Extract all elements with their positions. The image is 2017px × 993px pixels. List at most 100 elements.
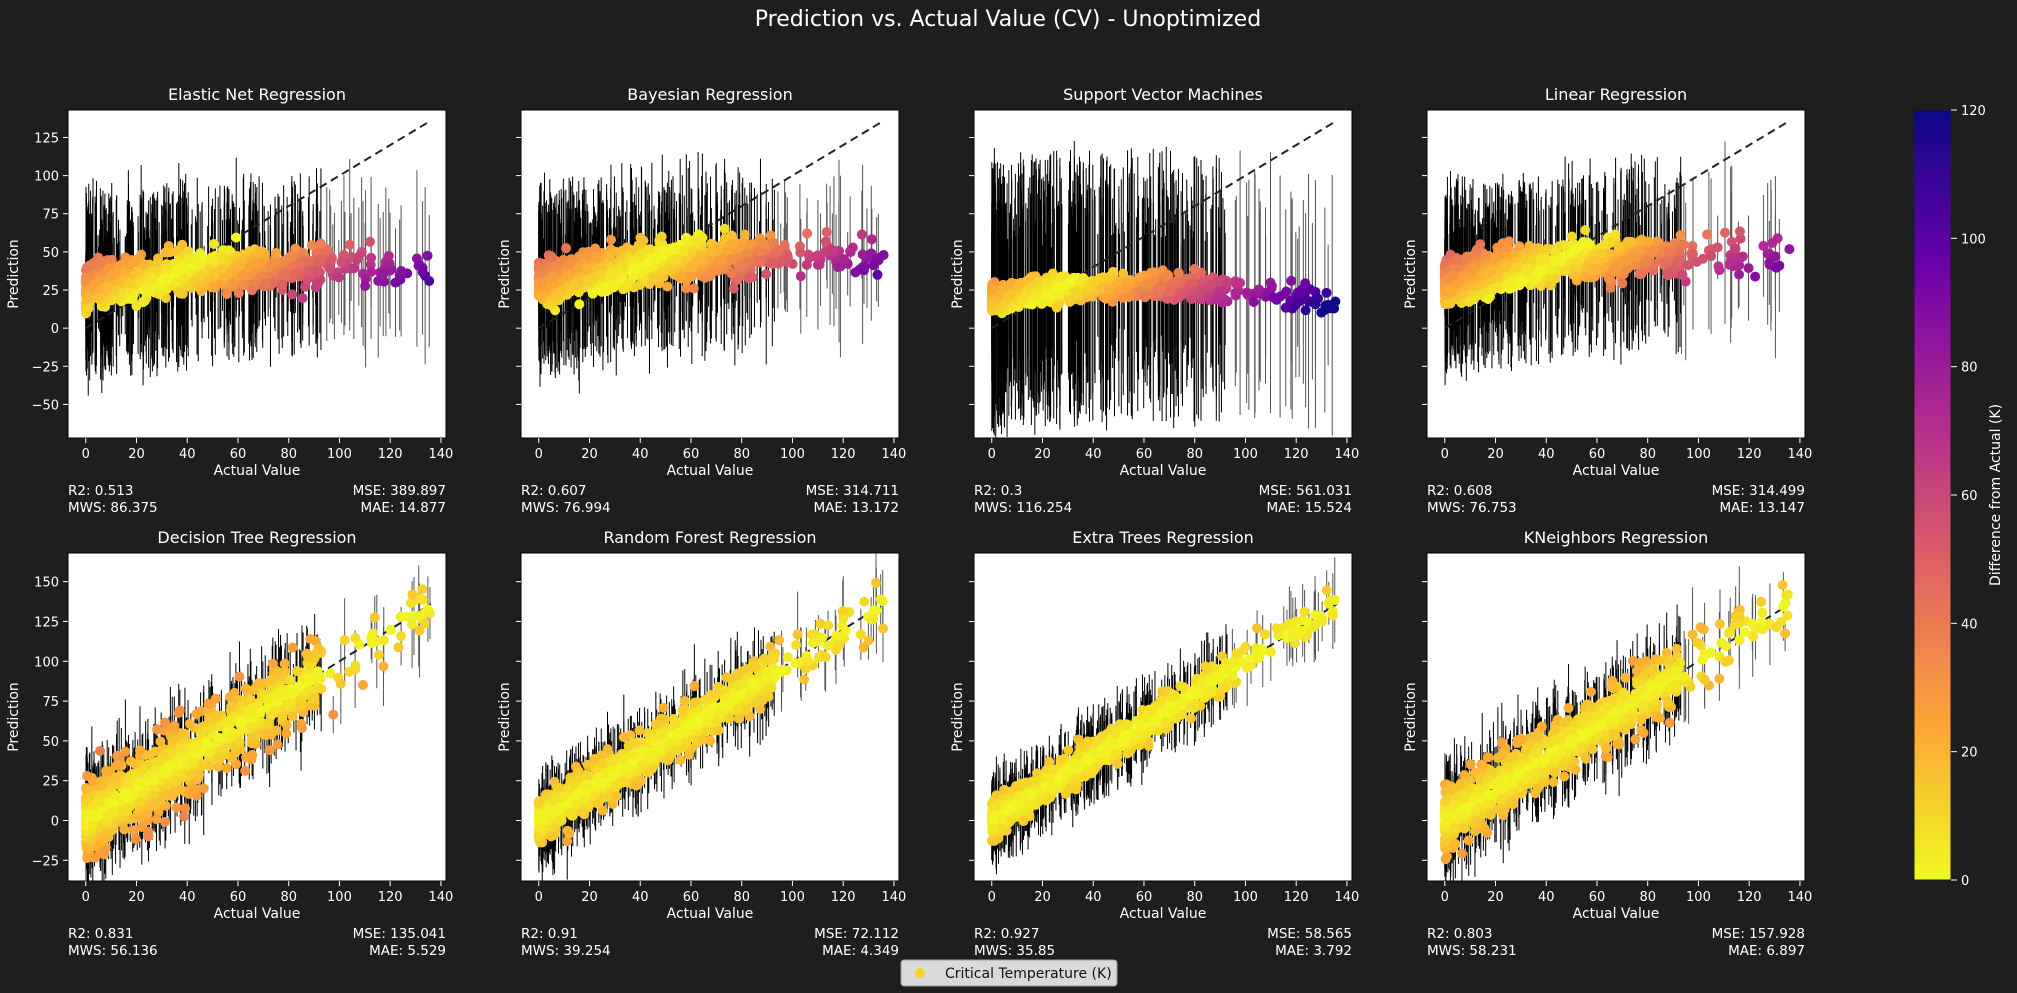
data-point (223, 245, 234, 256)
data-point (554, 287, 565, 298)
data-point (228, 278, 239, 289)
data-point (812, 259, 823, 270)
data-point (1254, 284, 1265, 295)
data-point (754, 255, 765, 266)
data-point (1051, 302, 1062, 313)
data-point (697, 254, 708, 265)
data-point (1734, 269, 1745, 280)
data-point (678, 246, 689, 257)
data-point (1211, 294, 1222, 305)
data-point (83, 303, 94, 314)
data-point (153, 289, 164, 300)
data-point (1275, 291, 1286, 302)
metric-mae: MAE: 13.172 (814, 500, 900, 516)
data-point (1294, 296, 1305, 307)
x-tick-label: 0 (82, 447, 90, 462)
data-point (820, 236, 831, 247)
data-point (743, 272, 754, 283)
data-point (147, 273, 158, 284)
metric-mse: MSE: 389.897 (353, 483, 446, 499)
data-point (238, 270, 249, 281)
metric-r2: R2: 0.513 (68, 483, 133, 499)
data-point (583, 275, 594, 286)
data-point (311, 265, 322, 276)
data-point (726, 253, 737, 264)
data-point (858, 265, 869, 276)
data-point (190, 252, 201, 263)
data-point (641, 257, 652, 268)
y-axis-label: Prediction (950, 239, 966, 309)
data-point (1140, 292, 1151, 303)
data-point (268, 277, 279, 288)
data-point (1243, 289, 1254, 300)
data-point (1160, 271, 1171, 282)
data-point (562, 270, 573, 281)
x-axis-label: Actual Value (214, 463, 301, 479)
data-point (106, 270, 117, 281)
data-point (591, 251, 602, 262)
data-point (208, 238, 219, 249)
data-point (552, 261, 563, 272)
data-point (1056, 271, 1067, 282)
data-point (688, 283, 699, 294)
data-point (662, 281, 673, 292)
data-point (605, 234, 616, 245)
metric-r2: R2: 0.607 (521, 483, 586, 499)
x-tick-label: 120 (1284, 447, 1309, 462)
data-point (1065, 276, 1076, 287)
metric-mws: MWS: 86.375 (68, 500, 158, 516)
data-point (1286, 275, 1297, 286)
data-point (1248, 296, 1259, 307)
y-tick-label: −25 (32, 360, 59, 375)
data-point (1033, 280, 1044, 291)
data-point (221, 288, 232, 299)
data-point (765, 230, 776, 241)
data-point (1321, 287, 1332, 298)
data-point (998, 282, 1009, 293)
data-point (727, 238, 738, 249)
data-point (162, 260, 173, 271)
data-point (1186, 293, 1197, 304)
x-tick-label: 120 (378, 447, 403, 462)
data-point (366, 266, 377, 277)
data-point (801, 259, 812, 270)
subplot-title: Bayesian Regression (627, 85, 792, 104)
data-point (1675, 230, 1686, 241)
data-point (741, 249, 752, 260)
data-point (726, 268, 737, 279)
data-point (605, 269, 616, 280)
data-point (360, 281, 371, 292)
data-point (83, 292, 94, 303)
data-point (235, 260, 246, 271)
metric-mse: MSE: 314.711 (806, 483, 899, 499)
x-axis-label: Actual Value (667, 463, 754, 479)
data-point (739, 229, 750, 240)
data-point (246, 285, 257, 296)
data-point (1235, 277, 1246, 288)
data-point (666, 245, 677, 256)
y-tick-label: 125 (34, 131, 59, 146)
data-point (574, 299, 585, 310)
data-point (1055, 283, 1066, 294)
data-point (106, 254, 117, 265)
data-point (1280, 302, 1291, 313)
x-tick-label: 0 (988, 447, 996, 462)
data-point (1082, 281, 1093, 292)
figure-title: Prediction vs. Actual Value (CV) - Unopt… (755, 7, 1261, 32)
data-point (209, 268, 220, 279)
metric-mae: MAE: 15.524 (1267, 500, 1353, 516)
data-point (1125, 275, 1136, 286)
data-point (315, 238, 326, 249)
data-point (157, 275, 168, 286)
x-tick-label: 20 (128, 447, 145, 462)
data-point (384, 258, 395, 269)
data-point (993, 290, 1004, 301)
data-point (1173, 267, 1184, 278)
data-point (1114, 285, 1125, 296)
data-point (210, 282, 221, 293)
data-point (171, 265, 182, 276)
data-point (422, 250, 433, 261)
data-point (666, 257, 677, 268)
data-point (1041, 278, 1052, 289)
